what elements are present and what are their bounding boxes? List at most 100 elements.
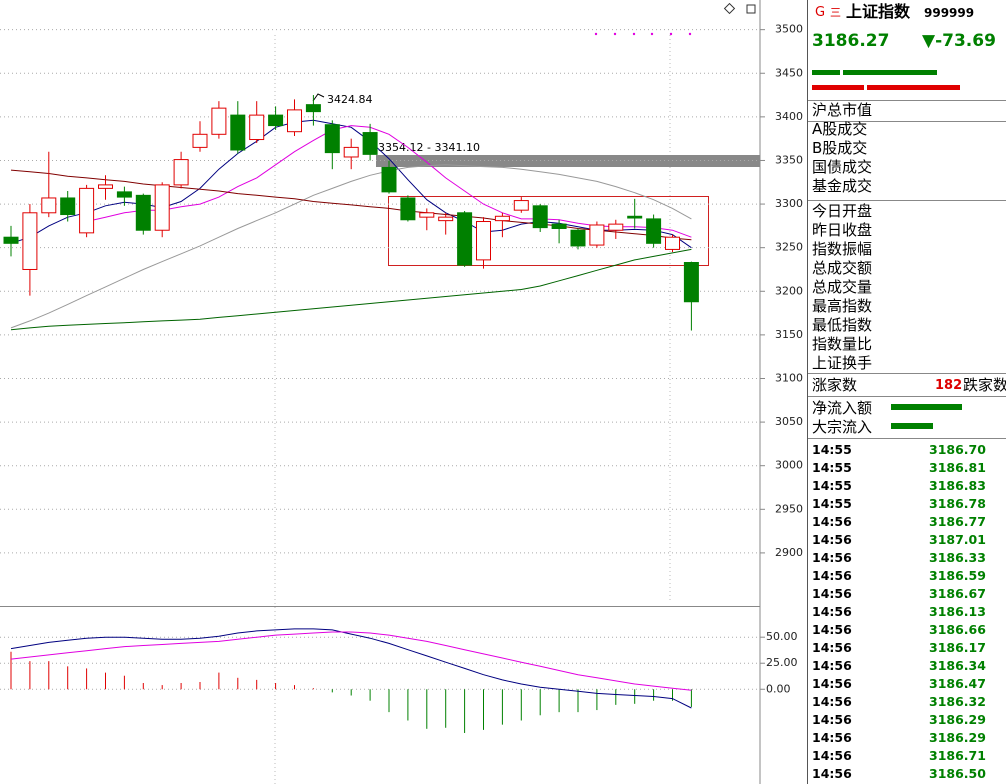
up-label: 涨家数	[812, 376, 858, 394]
flow-bar	[891, 404, 962, 410]
icon-diamond[interactable]	[723, 2, 736, 15]
candle-body	[3, 236, 19, 244]
candle-body	[665, 236, 680, 250]
y-tick-label: 25.00	[766, 656, 798, 669]
y-tick-label: 3200	[775, 284, 803, 297]
candle-body	[476, 221, 491, 261]
tick-price: 3186.83	[929, 478, 986, 493]
tick-price: 3186.50	[929, 766, 986, 781]
resistance-band	[376, 155, 760, 167]
candle-body	[646, 218, 662, 244]
tick-price: 3186.34	[929, 658, 986, 673]
candle-body	[324, 124, 340, 154]
candle-body	[532, 205, 548, 229]
tick-time: 14:56	[812, 730, 852, 745]
band-label: 3354.12 - 3341.10	[378, 141, 480, 154]
icon-menu[interactable]: 三	[830, 6, 841, 19]
tick-time: 14:56	[812, 640, 852, 655]
icon-g[interactable]: G	[815, 5, 826, 20]
y-tick-label: 3150	[775, 328, 803, 341]
tick-price: 3186.29	[929, 730, 986, 745]
candle-body	[305, 104, 321, 113]
index-code: 999999	[924, 6, 975, 20]
y-tick-label: 3350	[775, 153, 803, 166]
stat-label: 指数振幅	[812, 240, 873, 258]
flow-label: 净流入额	[812, 399, 873, 417]
tick-time: 14:56	[812, 658, 852, 673]
price: 3186.27	[812, 31, 890, 51]
tick-price: 3186.66	[929, 622, 986, 637]
stat-label: 国债成交	[812, 158, 873, 176]
candle-body	[192, 133, 208, 148]
dif-line	[10, 628, 692, 709]
tick-price: 3186.71	[929, 748, 986, 763]
volume-bar	[867, 85, 960, 90]
y-tick-label: 3300	[775, 197, 803, 210]
tick-time: 14:56	[812, 568, 852, 583]
stat-label: 昨日收盘	[812, 221, 873, 239]
y-tick-label: 3450	[775, 66, 803, 79]
y-tick-label: 3000	[775, 459, 803, 472]
stat-label: B股成交	[812, 139, 868, 157]
tick-time: 14:55	[812, 442, 852, 457]
y-tick-label: 3250	[775, 241, 803, 254]
y-tick-label: 3050	[775, 415, 803, 428]
stat-label: A股成交	[812, 120, 868, 138]
y-tick-label: 50.00	[766, 630, 798, 643]
tick-price: 3186.77	[929, 514, 986, 529]
candle-body	[98, 184, 113, 189]
tick-price: 3186.47	[929, 676, 986, 691]
candle-body	[287, 109, 302, 133]
candle-body	[249, 114, 265, 141]
range-box	[388, 196, 709, 266]
candle-body	[627, 215, 643, 219]
tick-time: 14:56	[812, 622, 852, 637]
high-pointer	[312, 93, 325, 102]
y-tick-label: 0.00	[766, 682, 791, 695]
stat-label: 最低指数	[812, 316, 873, 334]
candle-body	[154, 184, 170, 231]
candle-body	[419, 212, 435, 218]
separator	[808, 121, 1006, 122]
tick-price: 3186.32	[929, 694, 986, 709]
tick-price: 3186.70	[929, 442, 986, 457]
tick-price: 3186.78	[929, 496, 986, 511]
y-tick-label: 2900	[775, 546, 803, 559]
candle-body	[683, 262, 699, 303]
candle-body	[173, 159, 189, 186]
stat-label: 最高指数	[812, 297, 873, 315]
tick-time: 14:56	[812, 586, 852, 601]
tick-price: 3186.13	[929, 604, 986, 619]
separator	[808, 200, 1006, 201]
candle-body	[513, 200, 529, 211]
down-label: 跌家数	[963, 376, 1006, 394]
candle-body	[570, 229, 586, 247]
flow-label: 大宗流入	[812, 418, 873, 436]
stat-label: 指数量比	[812, 335, 873, 353]
volume-bar	[812, 85, 864, 90]
stat-label: 上证换手	[812, 354, 873, 372]
volume-bar	[843, 70, 937, 75]
volume-bar	[812, 70, 840, 75]
tick-time: 14:55	[812, 496, 852, 511]
candle-body	[211, 107, 227, 135]
candle-body	[135, 194, 151, 231]
change: ▼-73.69	[922, 31, 996, 51]
tick-time: 14:56	[812, 532, 852, 547]
stat-label: 总成交额	[812, 259, 873, 277]
y-tick-label: 2950	[775, 502, 803, 515]
separator	[808, 373, 1006, 374]
candle-body	[494, 215, 510, 222]
separator	[808, 438, 1006, 439]
icon-window[interactable]	[746, 4, 756, 14]
marker-dots	[594, 32, 692, 36]
candle-body	[438, 216, 454, 222]
y-tick-label: 3100	[775, 371, 803, 384]
dea-line	[10, 631, 692, 691]
stat-label: 基金成交	[812, 177, 873, 195]
separator	[808, 396, 1006, 397]
tick-time: 14:56	[812, 694, 852, 709]
tick-time: 14:56	[812, 514, 852, 529]
tick-price: 3186.67	[929, 586, 986, 601]
